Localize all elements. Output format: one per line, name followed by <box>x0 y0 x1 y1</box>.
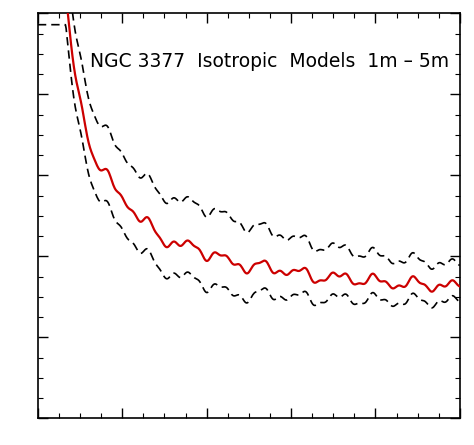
Text: NGC 3377  Isotropic  Models  1m – 5m: NGC 3377 Isotropic Models 1m – 5m <box>91 53 449 72</box>
